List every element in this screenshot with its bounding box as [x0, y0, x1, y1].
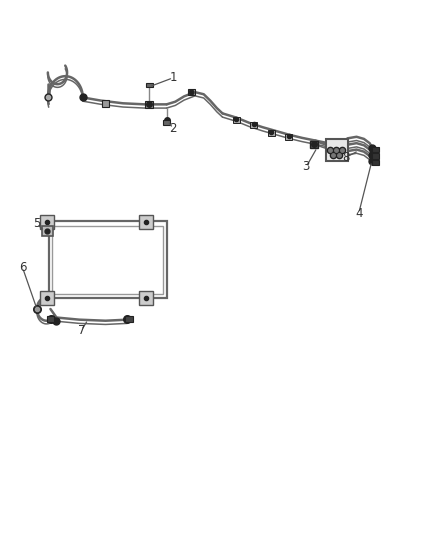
FancyBboxPatch shape: [46, 316, 54, 322]
FancyBboxPatch shape: [40, 215, 54, 229]
Text: 2: 2: [170, 122, 177, 135]
Text: 4: 4: [355, 207, 363, 220]
Text: 5: 5: [33, 217, 41, 230]
FancyBboxPatch shape: [372, 147, 379, 152]
Text: 3: 3: [303, 160, 310, 173]
FancyBboxPatch shape: [372, 154, 379, 159]
Text: 1: 1: [170, 71, 177, 84]
FancyBboxPatch shape: [251, 123, 258, 128]
FancyBboxPatch shape: [146, 83, 152, 87]
Text: 7: 7: [78, 324, 85, 337]
FancyBboxPatch shape: [163, 120, 170, 125]
FancyBboxPatch shape: [233, 117, 240, 123]
Bar: [49, 221, 166, 298]
Text: 6: 6: [19, 261, 26, 274]
FancyBboxPatch shape: [268, 131, 275, 136]
FancyBboxPatch shape: [310, 141, 318, 148]
FancyBboxPatch shape: [188, 89, 195, 95]
Bar: [52, 225, 163, 294]
FancyBboxPatch shape: [372, 160, 379, 165]
FancyBboxPatch shape: [145, 101, 153, 108]
FancyBboxPatch shape: [286, 134, 292, 140]
FancyBboxPatch shape: [102, 100, 109, 107]
FancyBboxPatch shape: [326, 139, 348, 161]
FancyBboxPatch shape: [42, 225, 53, 236]
Text: 8: 8: [342, 151, 349, 164]
FancyBboxPatch shape: [139, 291, 152, 305]
FancyBboxPatch shape: [40, 291, 54, 305]
FancyBboxPatch shape: [125, 316, 133, 322]
FancyBboxPatch shape: [139, 215, 152, 229]
